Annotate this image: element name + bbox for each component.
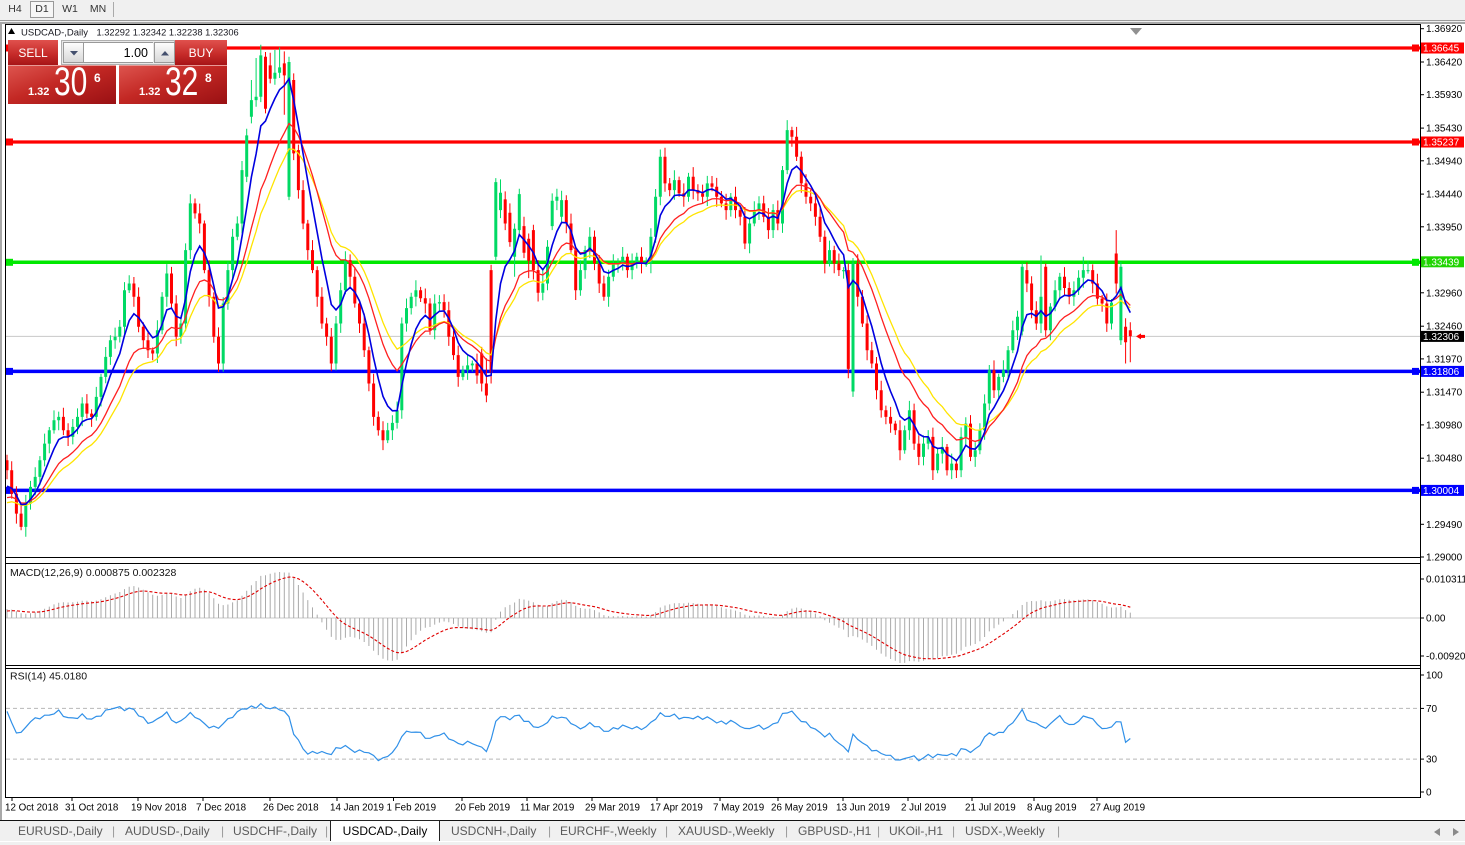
svg-text:1.32292 1.32342 1.32238 1.3230: 1.32292 1.32342 1.32238 1.32306: [97, 28, 239, 38]
svg-text:1.35430: 1.35430: [1426, 124, 1463, 135]
svg-text:26 Dec 2018: 26 Dec 2018: [263, 803, 319, 814]
svg-text:1.35930: 1.35930: [1426, 90, 1463, 101]
svg-text:1.32960: 1.32960: [1426, 288, 1463, 299]
svg-text:1.31806: 1.31806: [1423, 367, 1460, 378]
svg-text:1.31470: 1.31470: [1426, 388, 1463, 399]
svg-text:0: 0: [1426, 788, 1432, 799]
svg-text:-0.009203: -0.009203: [1426, 652, 1465, 663]
svg-text:1.33950: 1.33950: [1426, 222, 1463, 233]
svg-text:1.35237: 1.35237: [1423, 138, 1460, 149]
svg-text:14 Jan 2019: 14 Jan 2019: [330, 803, 384, 814]
svg-text:1.32306: 1.32306: [1423, 332, 1460, 343]
svg-text:1 Feb 2019: 1 Feb 2019: [387, 803, 437, 814]
svg-text:11 Mar 2019: 11 Mar 2019: [520, 803, 574, 814]
svg-text:8 Aug 2019: 8 Aug 2019: [1027, 803, 1077, 814]
svg-text:1.29490: 1.29490: [1426, 520, 1463, 531]
svg-text:1.34440: 1.34440: [1426, 190, 1463, 201]
svg-text:29 Mar 2019: 29 Mar 2019: [585, 803, 640, 814]
svg-text:27 Aug 2019: 27 Aug 2019: [1090, 803, 1145, 814]
svg-text:13 Jun 2019: 13 Jun 2019: [836, 803, 890, 814]
svg-text:0.00: 0.00: [1426, 614, 1446, 625]
svg-text:1.36420: 1.36420: [1426, 58, 1463, 69]
svg-text:RSI(14) 45.0180: RSI(14) 45.0180: [10, 671, 87, 683]
svg-text:31 Oct 2018: 31 Oct 2018: [65, 803, 119, 814]
svg-text:20 Feb 2019: 20 Feb 2019: [455, 803, 510, 814]
svg-text:0.010311: 0.010311: [1426, 575, 1465, 586]
svg-text:1.36645: 1.36645: [1423, 44, 1460, 55]
svg-text:1.31970: 1.31970: [1426, 354, 1463, 365]
svg-text:1.36920: 1.36920: [1426, 24, 1463, 35]
svg-text:26 May 2019: 26 May 2019: [771, 803, 828, 814]
svg-text:1.33439: 1.33439: [1423, 257, 1460, 268]
svg-text:1.34940: 1.34940: [1426, 156, 1463, 167]
svg-text:1.30980: 1.30980: [1426, 420, 1463, 431]
svg-text:100: 100: [1426, 671, 1443, 682]
svg-text:MACD(12,26,9) 0.000875 0.00232: MACD(12,26,9) 0.000875 0.002328: [10, 567, 177, 579]
svg-text:7 May 2019: 7 May 2019: [713, 803, 764, 814]
svg-text:7 Dec 2018: 7 Dec 2018: [196, 803, 247, 814]
svg-text:2 Jul 2019: 2 Jul 2019: [901, 803, 946, 814]
svg-text:21 Jul 2019: 21 Jul 2019: [965, 803, 1016, 814]
svg-text:12 Oct 2018: 12 Oct 2018: [5, 803, 59, 814]
svg-text:30: 30: [1426, 755, 1438, 766]
svg-text:USDCAD-,Daily: USDCAD-,Daily: [21, 28, 88, 39]
svg-text:19 Nov 2018: 19 Nov 2018: [131, 803, 187, 814]
svg-text:17 Apr 2019: 17 Apr 2019: [650, 803, 703, 814]
svg-text:1.30004: 1.30004: [1423, 486, 1460, 497]
svg-text:1.32460: 1.32460: [1426, 322, 1463, 333]
svg-text:1.30480: 1.30480: [1426, 454, 1463, 465]
svg-text:1.29000: 1.29000: [1426, 553, 1463, 564]
svg-text:70: 70: [1426, 704, 1438, 715]
